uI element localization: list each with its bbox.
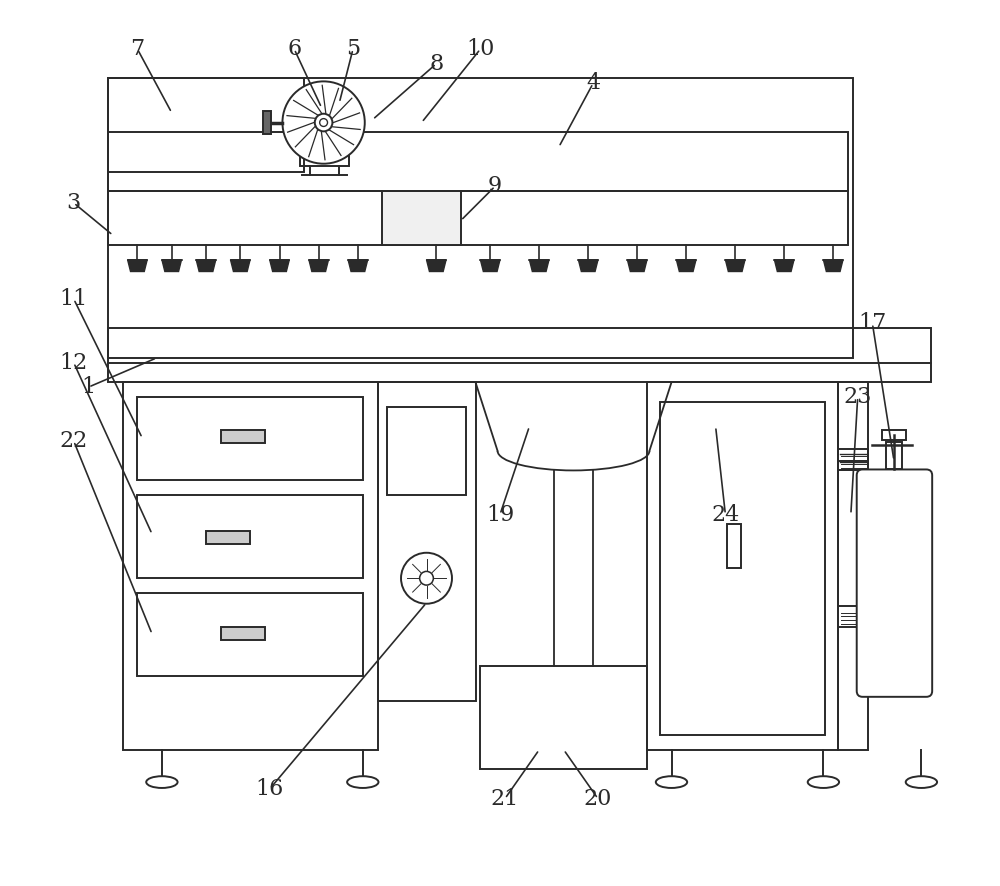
Bar <box>727 525 741 569</box>
Text: 20: 20 <box>584 788 612 810</box>
Bar <box>300 140 349 166</box>
Bar <box>647 382 838 750</box>
Bar <box>378 382 476 701</box>
Polygon shape <box>627 260 647 271</box>
Text: 7: 7 <box>130 38 144 60</box>
Polygon shape <box>725 260 745 271</box>
Polygon shape <box>823 260 843 271</box>
Circle shape <box>320 119 328 127</box>
Text: 10: 10 <box>466 38 495 60</box>
Polygon shape <box>676 260 696 271</box>
Polygon shape <box>529 260 549 271</box>
Text: 12: 12 <box>60 352 88 374</box>
Bar <box>206 532 250 544</box>
Text: 21: 21 <box>491 788 519 810</box>
Bar <box>123 382 378 750</box>
Bar <box>382 191 461 245</box>
Ellipse shape <box>808 776 839 788</box>
Ellipse shape <box>656 776 687 788</box>
Text: 19: 19 <box>486 503 514 525</box>
Bar <box>108 132 848 191</box>
Bar <box>221 627 265 640</box>
Text: 24: 24 <box>711 503 740 525</box>
Polygon shape <box>162 260 182 271</box>
Bar <box>137 495 363 579</box>
Bar <box>137 397 363 480</box>
Bar <box>108 329 931 382</box>
Polygon shape <box>128 260 147 271</box>
Bar <box>387 407 466 495</box>
Text: 3: 3 <box>67 192 81 214</box>
Text: 1: 1 <box>81 377 95 398</box>
FancyBboxPatch shape <box>857 470 932 696</box>
Polygon shape <box>270 260 289 271</box>
Bar <box>263 111 271 135</box>
Text: 22: 22 <box>60 430 88 452</box>
Text: 17: 17 <box>858 313 887 334</box>
Text: 9: 9 <box>488 175 502 198</box>
Circle shape <box>420 571 433 585</box>
Bar <box>838 382 868 750</box>
Bar <box>886 442 902 470</box>
Polygon shape <box>578 260 598 271</box>
Bar <box>480 666 647 769</box>
Polygon shape <box>348 260 368 271</box>
Ellipse shape <box>906 776 937 788</box>
Text: 23: 23 <box>844 386 872 408</box>
Bar <box>108 79 853 358</box>
Ellipse shape <box>146 776 178 788</box>
Text: 11: 11 <box>60 288 88 310</box>
Circle shape <box>315 113 332 131</box>
Bar <box>108 191 848 245</box>
Polygon shape <box>230 260 250 271</box>
Text: 4: 4 <box>586 73 600 94</box>
Bar <box>838 449 868 470</box>
Text: 16: 16 <box>256 778 284 800</box>
Polygon shape <box>309 260 328 271</box>
Text: 5: 5 <box>346 38 360 60</box>
Bar <box>221 431 265 443</box>
Bar <box>882 431 906 440</box>
Circle shape <box>401 553 452 603</box>
Polygon shape <box>426 260 446 271</box>
Bar <box>108 79 304 172</box>
Text: 6: 6 <box>287 38 301 60</box>
Polygon shape <box>480 260 500 271</box>
Bar <box>137 593 363 676</box>
Polygon shape <box>774 260 794 271</box>
Bar <box>660 402 825 735</box>
Circle shape <box>282 82 365 164</box>
Ellipse shape <box>347 776 378 788</box>
Bar <box>838 606 868 627</box>
Bar <box>838 461 868 470</box>
Text: 8: 8 <box>429 53 443 74</box>
Polygon shape <box>196 260 216 271</box>
